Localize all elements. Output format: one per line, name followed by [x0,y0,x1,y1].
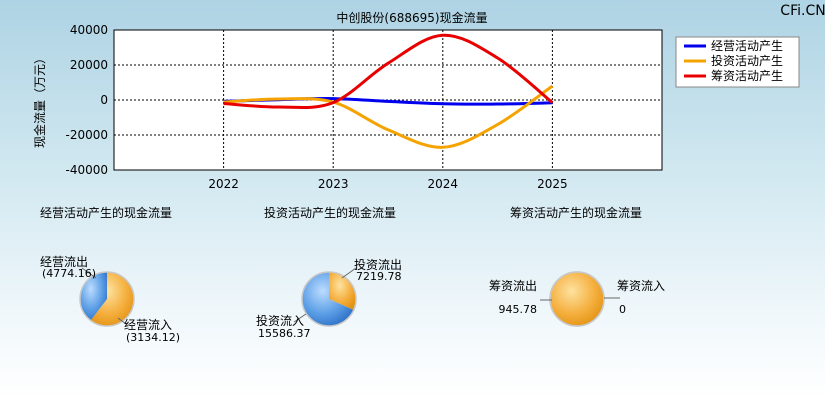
x-tick-label: 2024 [428,177,459,191]
y-tick-label: -20000 [65,128,108,142]
pie-rim [549,271,605,327]
chart-title: 中创股份(688695)现金流量 [336,10,487,25]
pie-value-investing-out: 7219.78 [356,270,402,283]
pie-operating-slices [79,271,135,327]
leader-line [293,313,307,323]
y-tick-label: -40000 [65,163,108,177]
pie-rim [79,271,135,327]
leader-line [117,317,127,325]
pie-title-investing: 投资活动产生的现金流量 [264,205,396,220]
pie-label-investing-out: 投资流出 [354,257,402,272]
pie-slice-operating-in [80,272,107,321]
x-tick-label: 2022 [208,177,239,191]
x-tick-label: 2023 [318,177,349,191]
x-axis-ticks: 2022 2023 2024 2025 [208,177,567,191]
pie-label-financing-in: 筹资流入 [617,279,665,293]
pie-financing: 筹资活动产生的现金流量 筹资流出 945.78 筹资流入 0 [489,205,665,327]
pie-title-operating: 经营活动产生的现金流量 [40,205,172,220]
series-line-investing [223,84,554,149]
y-tick-label: 40000 [70,23,108,37]
line-chart: 中创股份(688695)现金流量 40000 20000 0 -20000 -4… [32,10,800,191]
x-tick-label: 2025 [537,177,568,191]
legend-label-investing: 投资活动产生 [711,53,783,68]
pie-label-operating-out: 经营流出 [40,255,88,269]
pie-value-operating-out: (4774.16) [42,267,96,280]
pie-investing: 投资活动产生的现金流量 投资流出 7219.78 投资流入 15586.37 [256,205,402,340]
pie-title-financing: 筹资活动产生的现金流量 [510,205,642,220]
pie-label-operating-in: 经营流入 [124,318,172,332]
pie-slice-operating-out [90,272,135,326]
pie-label-investing-in: 投资流入 [256,313,304,328]
pie-rim [301,271,357,327]
legend-label-financing: 筹资活动产生 [711,69,783,83]
legend: 经营活动产生 投资活动产生 筹资活动产生 [675,36,800,88]
pie-value-financing-out: 945.78 [499,303,538,316]
pie-financing-slices [549,271,605,327]
series-line-financing [223,33,554,109]
pie-value-operating-in: (3134.12) [126,331,180,344]
pie-slice-investing-in [301,271,354,326]
y-tick-label: 20000 [70,58,108,72]
leader-line [81,267,97,279]
leader-line [341,267,357,279]
y-axis-ticks: 40000 20000 0 -20000 -40000 [65,23,108,177]
series-lines [223,33,554,149]
y-axis-label: 现金流量（万元） [32,52,47,148]
pie-investing-slices [301,271,357,327]
y-tick-label: 0 [100,93,108,107]
pie-value-financing-in: 0 [619,303,626,316]
pie-label-financing-out: 筹资流出 [489,279,537,293]
pie-value-investing-in: 15586.37 [258,327,311,340]
pie-operating: 经营活动产生的现金流量 经营流出 (4774.16) 经营流入 (3134.12… [40,205,180,344]
legend-label-operating: 经营活动产生 [711,39,783,53]
watermark: CFi.CN [780,3,825,19]
